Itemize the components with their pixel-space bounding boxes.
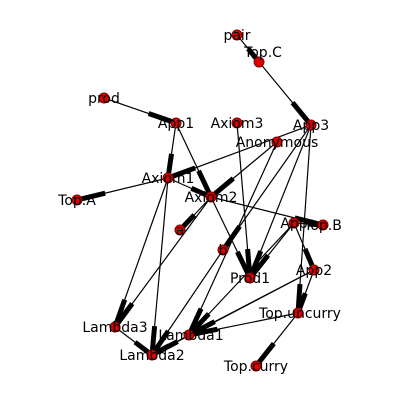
- node-label-axiom3: Axiom3: [211, 116, 264, 132]
- edge-axiom2-lambda3: [115, 197, 211, 327]
- node-label-topc: Top.C: [243, 45, 282, 61]
- node-label-b: b: [219, 243, 228, 259]
- node-label-lambda3: Lambda3: [82, 320, 147, 336]
- node-label-a: a: [176, 223, 185, 239]
- node-label-axiom2: Axiom2: [185, 190, 238, 206]
- node-label-prod: prod: [88, 91, 120, 107]
- node-label-app2: App2: [296, 263, 332, 279]
- node-label-pair: pair: [223, 28, 250, 44]
- node-label-app1: App1: [158, 116, 194, 132]
- node-label-anonymous: Anonymous: [236, 135, 319, 151]
- node-label-prod1: Prod1: [230, 271, 270, 287]
- node-label-topcurry: Top.curry: [223, 359, 288, 375]
- edge-arrowhead: [183, 215, 194, 227]
- node-label-topb: Top.B: [303, 218, 342, 234]
- edge-axiom1-lambda3: [115, 178, 168, 327]
- node-label-topuncurry: Top.uncurry: [258, 306, 341, 322]
- node-label-topa: Top.A: [57, 193, 96, 209]
- node-label-lambda2: Lambda2: [119, 348, 184, 364]
- node-label-axiom1: Axiom1: [142, 171, 195, 187]
- node-label-app3: App3: [293, 118, 329, 134]
- node-label-lambda1: Lambda1: [158, 328, 223, 344]
- edge-topc-app3: [259, 62, 311, 125]
- edge-arrowhead: [152, 326, 154, 350]
